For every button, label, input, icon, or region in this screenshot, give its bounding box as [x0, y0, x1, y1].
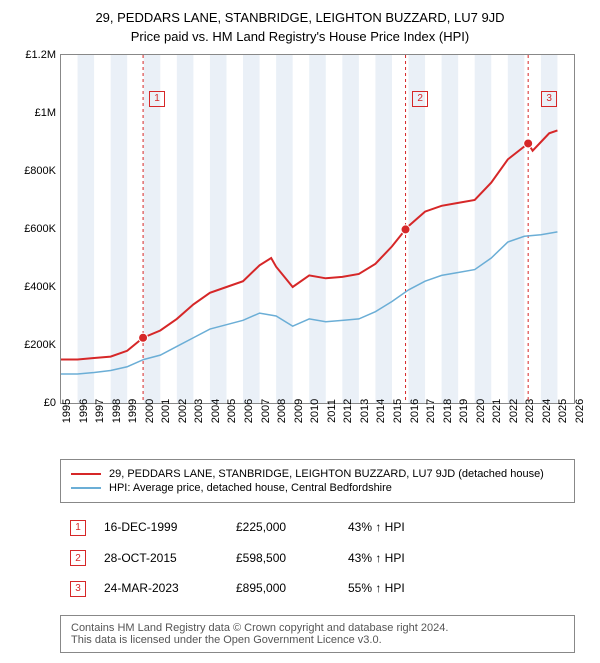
legend-item: HPI: Average price, detached house, Cent…: [71, 482, 564, 494]
y-axis: £0£200K£400K£600K£800K£1M£1.2M: [16, 55, 61, 403]
legend-item: 29, PEDDARS LANE, STANBRIDGE, LEIGHTON B…: [71, 468, 564, 480]
x-tick: 2021: [491, 399, 503, 423]
sale-price: £225,000: [228, 513, 338, 542]
legend-swatch: [71, 473, 101, 475]
sale-delta: 43% ↑ HPI: [340, 544, 413, 573]
sale-delta: 43% ↑ HPI: [340, 513, 413, 542]
chart-svg: [61, 55, 574, 403]
table-row: 3 24-MAR-2023£895,00055% ↑ HPI: [62, 574, 413, 603]
sale-marker-2: 2: [70, 550, 86, 566]
sale-date: 16-DEC-1999: [96, 513, 226, 542]
x-axis: 1995199619971998199920002001200220032004…: [61, 403, 574, 448]
y-tick: £800K: [24, 165, 56, 177]
x-tick: 1997: [94, 399, 106, 423]
table-row: 2 28-OCT-2015£598,50043% ↑ HPI: [62, 544, 413, 573]
x-tick: 1999: [127, 399, 139, 423]
x-tick: 2011: [326, 399, 338, 423]
legend-label: HPI: Average price, detached house, Cent…: [109, 482, 392, 494]
x-tick: 2006: [243, 399, 255, 423]
footer-line2: This data is licensed under the Open Gov…: [71, 634, 564, 646]
x-tick: 2012: [342, 399, 354, 423]
chart-marker-3: 3: [541, 91, 557, 107]
y-tick: £1M: [35, 107, 56, 119]
x-tick: 2024: [541, 399, 553, 423]
x-tick: 1996: [78, 399, 90, 423]
line-chart: £0£200K£400K£600K£800K£1M£1.2M 199519961…: [60, 54, 575, 404]
chart-marker-2: 2: [412, 91, 428, 107]
x-tick: 2000: [144, 399, 156, 423]
x-tick: 1995: [61, 399, 73, 423]
x-tick: 2016: [409, 399, 421, 423]
page-title: 29, PEDDARS LANE, STANBRIDGE, LEIGHTON B…: [15, 10, 585, 25]
x-tick: 2022: [508, 399, 520, 423]
x-tick: 2025: [557, 399, 569, 423]
page-subtitle: Price paid vs. HM Land Registry's House …: [15, 29, 585, 44]
y-tick: £200K: [24, 339, 56, 351]
table-row: 1 16-DEC-1999£225,00043% ↑ HPI: [62, 513, 413, 542]
x-tick: 2013: [359, 399, 371, 423]
sale-date: 24-MAR-2023: [96, 574, 226, 603]
footer-line1: Contains HM Land Registry data © Crown c…: [71, 622, 564, 634]
x-tick: 2003: [193, 399, 205, 423]
x-tick: 2009: [293, 399, 305, 423]
y-tick: £400K: [24, 281, 56, 293]
x-tick: 2014: [375, 399, 387, 423]
x-tick: 2015: [392, 399, 404, 423]
y-tick: £1.2M: [25, 49, 56, 61]
x-tick: 2002: [177, 399, 189, 423]
sale-marker-1: 1: [70, 520, 86, 536]
footer-credits: Contains HM Land Registry data © Crown c…: [60, 615, 575, 653]
sale-date: 28-OCT-2015: [96, 544, 226, 573]
x-tick: 2023: [524, 399, 536, 423]
x-tick: 2005: [226, 399, 238, 423]
legend-label: 29, PEDDARS LANE, STANBRIDGE, LEIGHTON B…: [109, 468, 544, 480]
x-tick: 2010: [309, 399, 321, 423]
sale-price: £895,000: [228, 574, 338, 603]
x-tick: 2020: [475, 399, 487, 423]
legend-swatch: [71, 487, 101, 489]
y-tick: £600K: [24, 223, 56, 235]
x-tick: 2019: [458, 399, 470, 423]
x-tick: 2007: [260, 399, 272, 423]
x-tick: 2008: [276, 399, 288, 423]
sales-table: 1 16-DEC-1999£225,00043% ↑ HPI 2 28-OCT-201…: [60, 511, 415, 605]
x-tick: 2026: [574, 399, 586, 423]
sale-marker-3: 3: [70, 581, 86, 597]
y-tick: £0: [44, 397, 56, 409]
legend: 29, PEDDARS LANE, STANBRIDGE, LEIGHTON B…: [60, 459, 575, 503]
x-tick: 2017: [425, 399, 437, 423]
x-tick: 2001: [160, 399, 172, 423]
x-tick: 1998: [111, 399, 123, 423]
chart-marker-1: 1: [149, 91, 165, 107]
x-tick: 2004: [210, 399, 222, 423]
sale-delta: 55% ↑ HPI: [340, 574, 413, 603]
x-tick: 2018: [442, 399, 454, 423]
sale-price: £598,500: [228, 544, 338, 573]
